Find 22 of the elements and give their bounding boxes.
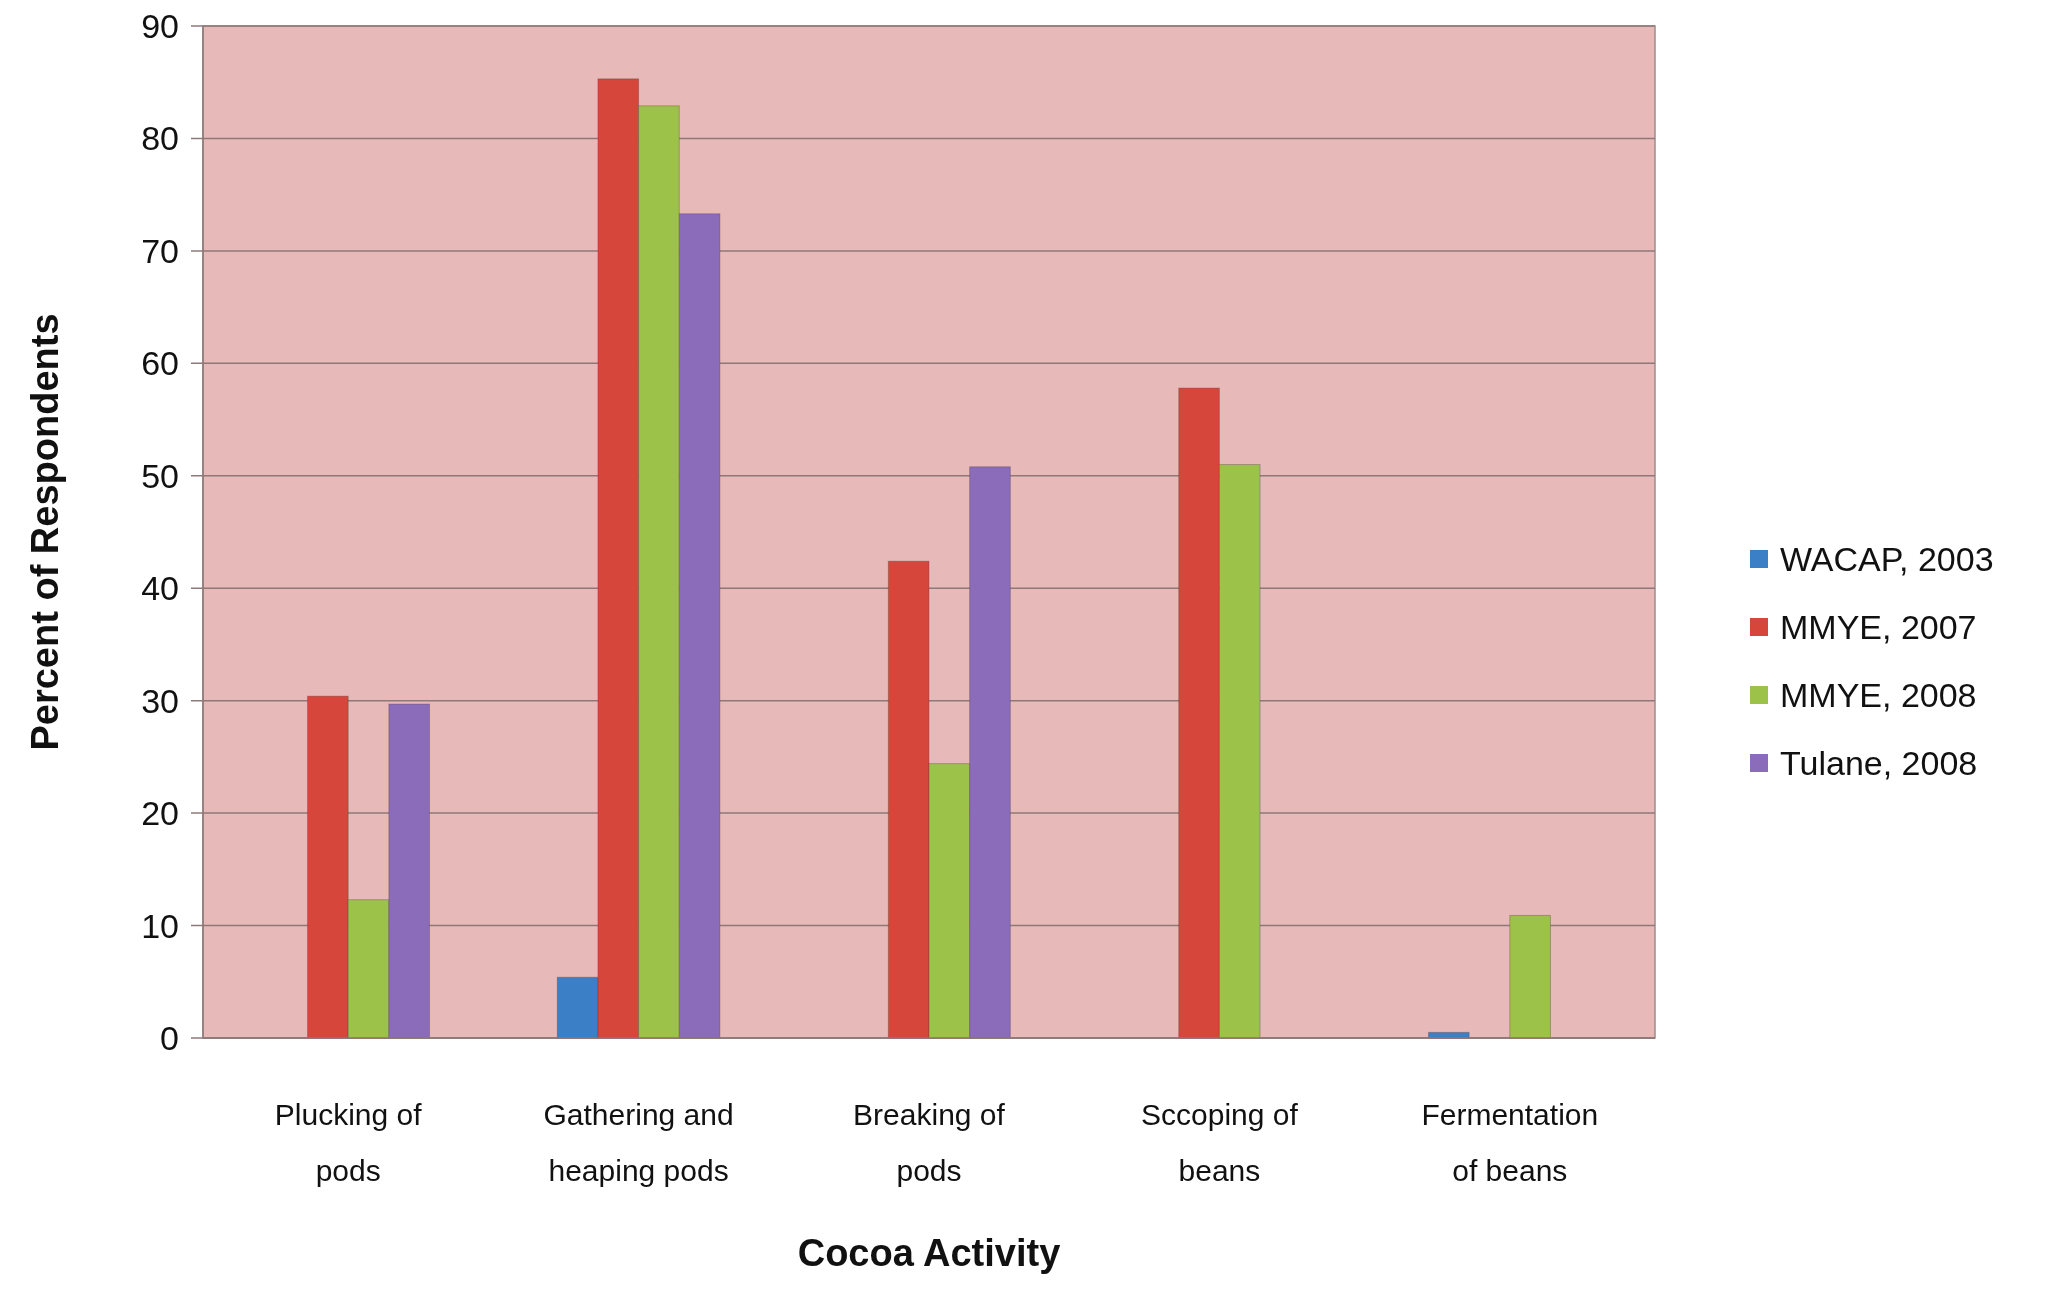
y-tick-label: 90 — [141, 7, 179, 45]
y-tick-label: 0 — [160, 1019, 179, 1057]
y-tick-label: 80 — [141, 119, 179, 158]
x-tick-label: Plucking of pods — [274, 1098, 423, 1187]
y-tick-label: 10 — [141, 906, 179, 945]
y-tick-label: 20 — [141, 794, 179, 833]
legend-label: Tulane, 2008 — [1780, 744, 1978, 782]
x-tick-label: Fermentation of beans — [1421, 1098, 1599, 1187]
x-tick-label: Breaking of pods — [853, 1098, 1006, 1187]
bar — [1509, 914, 1551, 1039]
y-tick-label: 50 — [141, 456, 179, 495]
x-axis-title: Cocoa Activity — [797, 1232, 1061, 1274]
x-tick-label: Sccoping of beans — [1141, 1098, 1299, 1187]
y-axis-title: Percent of Respondents — [24, 313, 66, 751]
y-tick-label: 30 — [141, 681, 179, 720]
y-tick-label: 40 — [141, 569, 179, 608]
legend-label: WACAP, 2003 — [1780, 540, 1994, 578]
legend-label: MMYE, 2008 — [1780, 676, 1977, 714]
y-tick-label: 70 — [141, 231, 179, 270]
y-tick-label: 60 — [141, 344, 179, 383]
x-tick-label: Gathering and heaping pods — [543, 1098, 734, 1187]
legend-label: MMYE, 2007 — [1780, 608, 1977, 646]
